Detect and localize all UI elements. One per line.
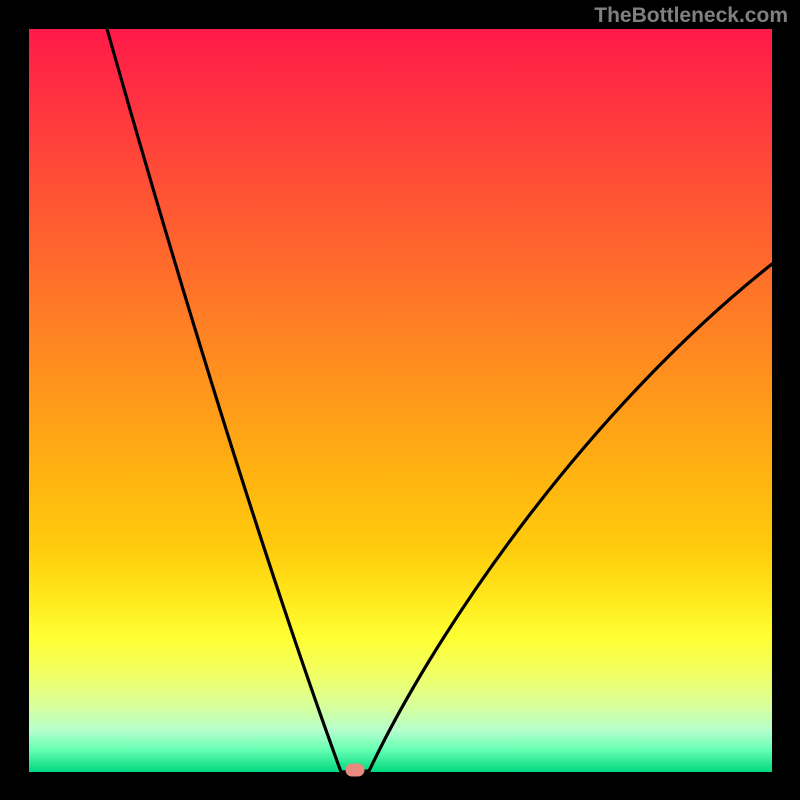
plot-area <box>29 29 772 772</box>
bottleneck-curve <box>29 29 772 772</box>
watermark-text: TheBottleneck.com <box>594 4 788 28</box>
bottleneck-curve-path <box>107 29 772 772</box>
optimal-point-marker <box>346 764 365 777</box>
